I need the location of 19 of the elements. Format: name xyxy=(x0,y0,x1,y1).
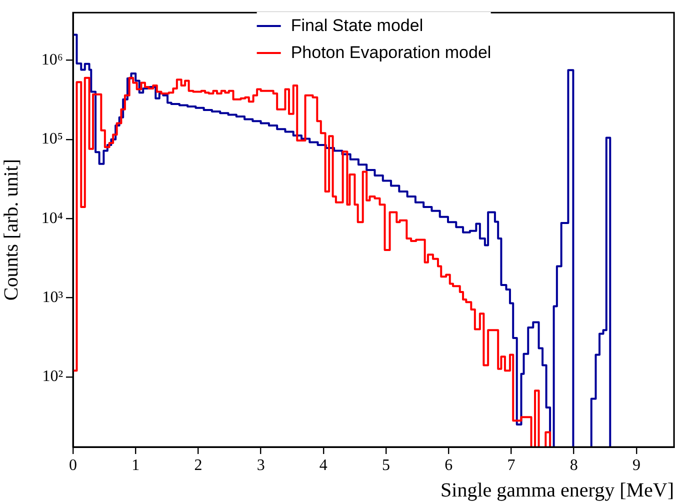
legend-label: Final State model xyxy=(290,15,424,37)
y-tick-label: 10² xyxy=(42,368,64,386)
x-tick-label: 3 xyxy=(256,456,265,474)
x-tick-label: 2 xyxy=(194,456,202,474)
x-tick-label: 9 xyxy=(632,456,640,474)
y-tick-label: 10⁵ xyxy=(41,130,63,148)
x-tick-label: 5 xyxy=(382,456,390,474)
x-tick-label: 6 xyxy=(444,456,453,474)
y-tick-label: 10⁴ xyxy=(41,210,64,227)
x-tick-label: 4 xyxy=(319,456,328,474)
y-axis-title: Counts [arb. unit] xyxy=(0,158,22,301)
x-tick-label: 8 xyxy=(570,456,578,474)
x-tick-label: 1 xyxy=(132,456,140,474)
y-tick-label: 10⁶ xyxy=(41,51,63,68)
x-tick-label: 0 xyxy=(69,456,77,474)
x-tick-label: 7 xyxy=(507,456,516,474)
legend-label: Photon Evaporation model xyxy=(290,42,492,64)
y-tick-label: 10³ xyxy=(42,288,64,306)
x-axis-title: Single gamma energy [MeV] xyxy=(440,479,674,502)
